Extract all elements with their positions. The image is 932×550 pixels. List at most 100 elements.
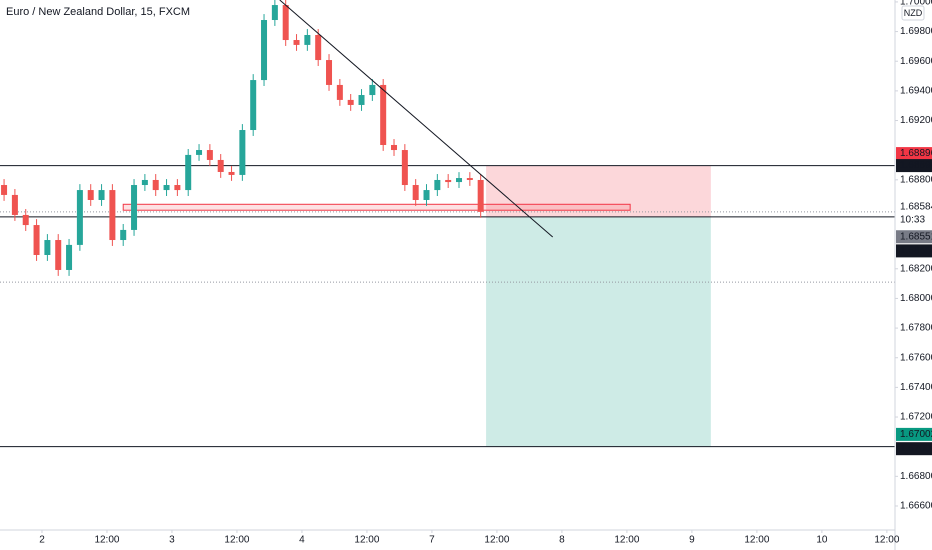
candle-body <box>250 80 257 131</box>
candle-body <box>228 171 235 175</box>
candle-body <box>315 34 322 61</box>
candle-body <box>445 179 452 183</box>
candle-body <box>141 179 148 186</box>
chart-title: Euro / New Zealand Dollar, 15, FXCM <box>6 6 190 18</box>
price-tag <box>896 244 932 258</box>
candle-body <box>380 84 387 145</box>
x-tick-label: 12:00 <box>484 535 509 546</box>
x-tick-label: 8 <box>559 535 565 546</box>
x-tick-label: 12:00 <box>874 535 899 546</box>
x-tick-label: 7 <box>429 535 435 546</box>
candle-body <box>44 240 51 255</box>
y-tick-label: 1.67600 <box>900 352 932 363</box>
y-tick-label: 1.68200 <box>900 263 932 274</box>
x-tick-label: 12:00 <box>354 535 379 546</box>
price-tag <box>896 200 932 214</box>
y-tick-label: 1.67200 <box>900 412 932 423</box>
candle-body <box>1 185 8 195</box>
axes: 1.70000 1.69800 1.69600 1.69400 1.69200 1.688… <box>39 0 932 546</box>
candle-body <box>109 190 116 241</box>
candle-body <box>33 225 40 255</box>
candle-body <box>152 179 159 191</box>
candle-body <box>304 34 311 45</box>
plot-area <box>0 0 895 448</box>
y-tick-label: 1.69600 <box>900 56 932 67</box>
candle-body <box>239 130 246 175</box>
x-tick-label: 10 <box>816 535 828 546</box>
candle-body <box>336 84 343 100</box>
candle-body <box>76 190 83 245</box>
price-tag <box>896 442 932 456</box>
price-tag-label: 1.68584 <box>900 201 932 212</box>
y-tick-label: 1.68800 <box>900 174 932 185</box>
candle-body <box>347 99 354 105</box>
y-tick-label: 1.66600 <box>900 501 932 512</box>
candle-body <box>477 179 484 212</box>
zone <box>122 203 631 211</box>
y-tick-label: 1.67800 <box>900 323 932 334</box>
x-tick-label: 9 <box>689 535 695 546</box>
candle-body <box>185 154 192 191</box>
trendline <box>279 0 554 238</box>
price-tag <box>896 427 932 441</box>
candle-body <box>11 194 18 215</box>
candle-body <box>282 5 289 41</box>
candle-body <box>466 178 473 180</box>
price-tag-label: 1.67000 <box>900 443 932 454</box>
x-tick-label: 12:00 <box>614 535 639 546</box>
x-tick-label: 12:00 <box>224 535 249 546</box>
price-tag <box>896 147 932 161</box>
currency-badge <box>901 5 925 21</box>
candle-body <box>174 185 181 191</box>
countdown: 10:33 <box>900 214 925 225</box>
y-tick-label: 1.69800 <box>900 26 932 37</box>
candle-body <box>434 179 441 191</box>
price-tag-label: 1.67002 <box>900 429 932 440</box>
candle-body <box>412 185 419 200</box>
candle-body <box>456 178 463 183</box>
candle-body <box>98 190 105 200</box>
candle-body <box>87 190 94 200</box>
candle-body <box>217 159 224 172</box>
candle-body <box>131 185 138 230</box>
y-tick-label: 1.66800 <box>900 471 932 482</box>
currency-label: NZD <box>904 8 923 18</box>
price-tag-label: 1.68896 <box>900 148 932 159</box>
x-tick-label: 12:00 <box>94 535 119 546</box>
price-tag <box>896 159 932 173</box>
x-tick-label: 4 <box>299 535 305 546</box>
y-tick-label: 1.69400 <box>900 86 932 97</box>
y-tick-label: 1.70000 <box>900 0 932 8</box>
candle-body <box>326 60 333 85</box>
candle-body <box>358 95 365 105</box>
candle-body <box>423 190 430 200</box>
price-tag-label: 1.68550 <box>900 246 932 257</box>
candle-body <box>22 214 29 226</box>
stop-zone <box>486 165 711 217</box>
candle-body <box>120 229 127 241</box>
y-tick-label: 1.68000 <box>900 293 932 304</box>
candle-body <box>271 5 278 21</box>
y-tick-label: 1.67400 <box>900 382 932 393</box>
price-tag-label: 1.68896 <box>900 160 932 171</box>
x-tick-label: 3 <box>169 535 175 546</box>
candle-body <box>391 144 398 151</box>
candle-body <box>261 20 268 81</box>
candle-body <box>369 84 376 96</box>
candle-body <box>66 244 73 270</box>
candle-body <box>55 240 62 270</box>
candle-body <box>206 150 213 160</box>
x-tick-label: 12:00 <box>744 535 769 546</box>
target-zone <box>486 216 711 447</box>
candle-body <box>293 40 300 45</box>
candle-body <box>196 150 203 155</box>
y-tick-label: 1.69200 <box>900 115 932 126</box>
candle-body <box>163 185 170 191</box>
price-tag <box>896 230 932 244</box>
candle-body <box>401 150 408 186</box>
x-tick-label: 2 <box>39 535 45 546</box>
